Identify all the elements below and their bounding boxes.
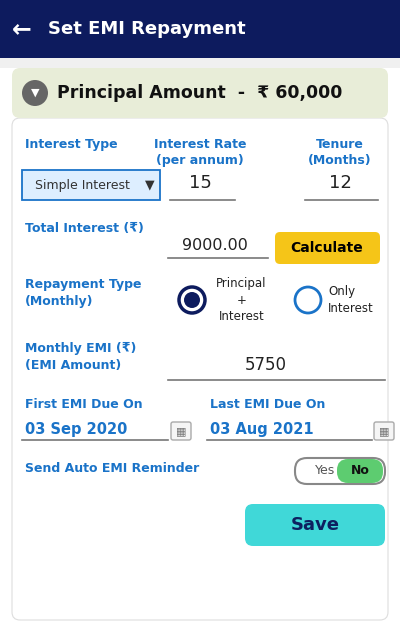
Text: Send Auto EMI Reminder: Send Auto EMI Reminder (25, 462, 199, 475)
FancyBboxPatch shape (275, 232, 380, 264)
FancyBboxPatch shape (171, 422, 191, 440)
Bar (0, 0, 400, 58)
Text: 03 Sep 2020: 03 Sep 2020 (25, 422, 127, 437)
Text: Simple Interest: Simple Interest (34, 179, 130, 191)
Text: ▦: ▦ (379, 426, 389, 436)
Circle shape (184, 292, 200, 308)
FancyBboxPatch shape (245, 504, 385, 546)
Text: Repayment Type
(Monthly): Repayment Type (Monthly) (25, 278, 142, 308)
Text: ▼: ▼ (31, 88, 39, 98)
Bar (0, 58, 400, 68)
Text: Total Interest (₹): Total Interest (₹) (25, 222, 144, 235)
Text: 03 Aug 2021: 03 Aug 2021 (210, 422, 314, 437)
Text: Interest Type: Interest Type (25, 138, 118, 151)
Text: Yes: Yes (315, 465, 335, 477)
Text: 15: 15 (188, 174, 212, 192)
Text: Principal Amount  -  ₹ 60,000: Principal Amount - ₹ 60,000 (57, 84, 342, 102)
Text: ▦: ▦ (176, 426, 186, 436)
FancyBboxPatch shape (295, 458, 385, 484)
Text: 9000.00: 9000.00 (182, 239, 248, 253)
Circle shape (22, 80, 48, 106)
Text: Last EMI Due On: Last EMI Due On (210, 398, 325, 411)
Text: Only
Interest: Only Interest (328, 285, 374, 314)
Text: Interest Rate
(per annum): Interest Rate (per annum) (154, 138, 246, 167)
FancyBboxPatch shape (374, 422, 394, 440)
Text: Calculate: Calculate (291, 241, 363, 255)
Text: Principal
+
Interest: Principal + Interest (216, 278, 266, 323)
Text: ←: ← (12, 17, 32, 41)
Text: No: No (350, 465, 370, 477)
Text: First EMI Due On: First EMI Due On (25, 398, 143, 411)
Circle shape (295, 287, 321, 313)
Text: Set EMI Repayment: Set EMI Repayment (48, 20, 246, 38)
Text: 5750: 5750 (245, 356, 287, 374)
Circle shape (179, 287, 205, 313)
Text: Save: Save (290, 516, 340, 534)
Text: Tenure
(Months): Tenure (Months) (308, 138, 372, 167)
Text: Monthly EMI (₹)
(EMI Amount): Monthly EMI (₹) (EMI Amount) (25, 342, 136, 372)
FancyBboxPatch shape (12, 68, 388, 118)
Text: ▼: ▼ (145, 179, 155, 191)
Bar (22, 170, 160, 200)
FancyBboxPatch shape (337, 459, 383, 483)
FancyBboxPatch shape (12, 118, 388, 620)
Text: 12: 12 (328, 174, 352, 192)
